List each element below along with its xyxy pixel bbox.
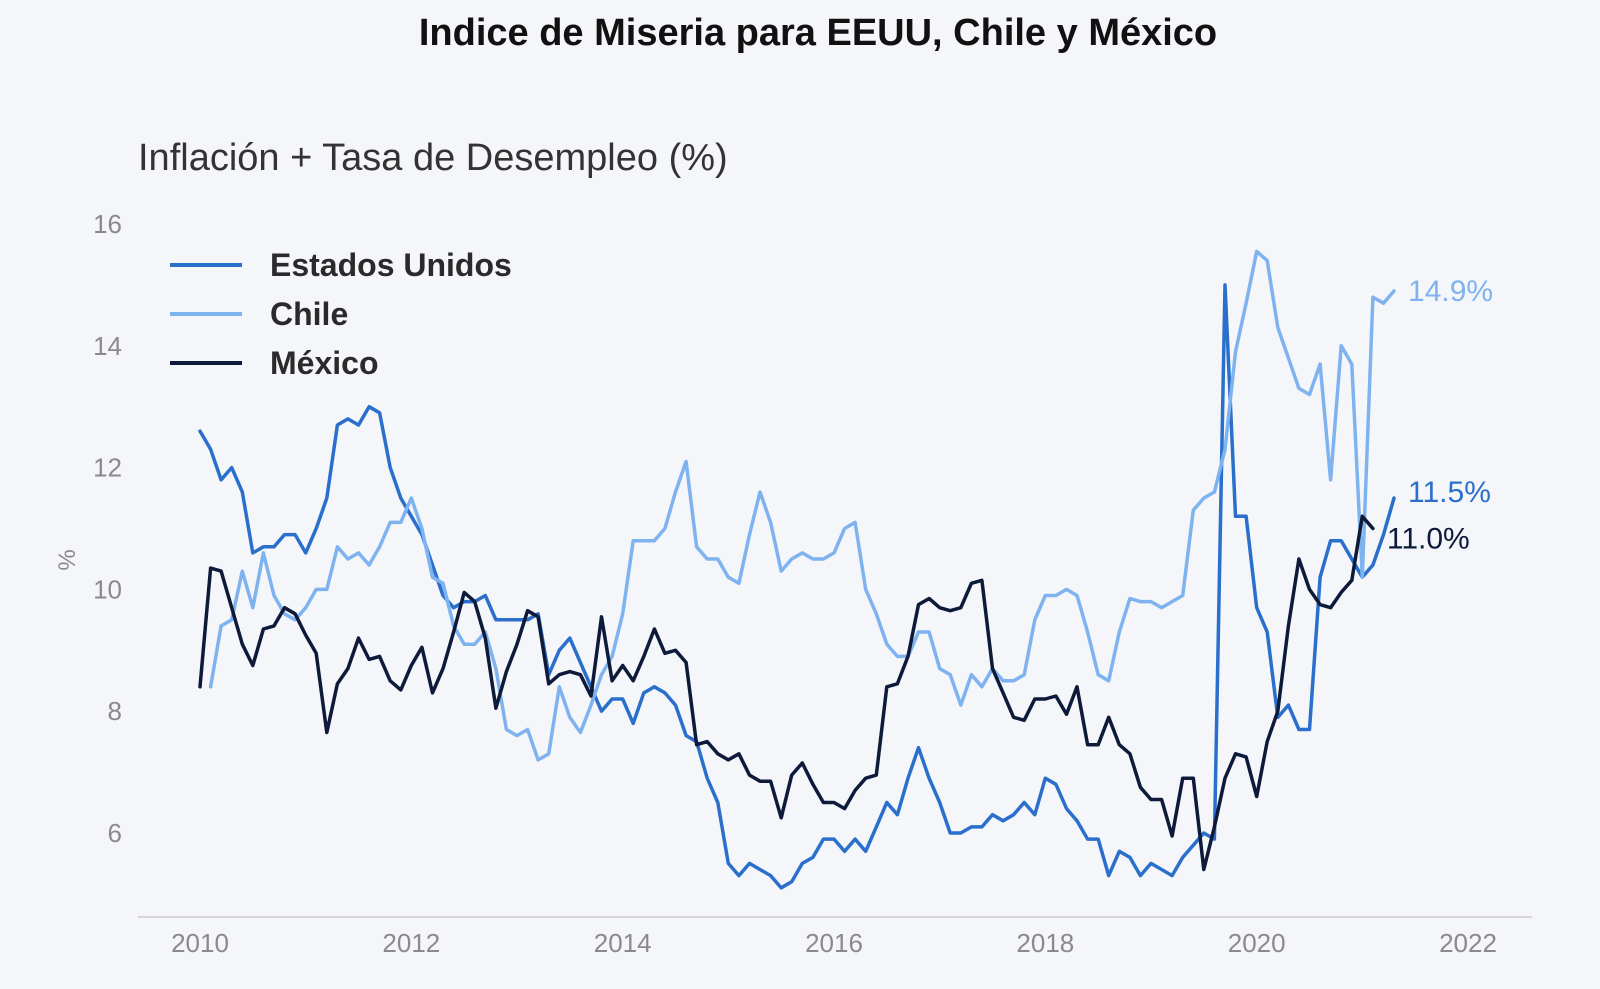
series-line-mexico [198,514,1375,872]
end-labels: 11.5% 14.9% 11.0% [1387,275,1493,556]
chart-subtitle: Inflación + Tasa de Desempleo (%) [138,137,728,179]
series-line-estados-unidos [198,283,1396,890]
y-tick-label: 16 [93,209,122,239]
end-label-estados-unidos: 11.5% [1408,476,1491,509]
x-tick-label: 2016 [805,928,863,958]
y-tick-labels: 6 8 10 12 14 16 [93,209,122,848]
x-tick-label: 2022 [1439,928,1497,958]
x-tick-label: 2012 [382,928,440,958]
x-tick-label: 2018 [1016,928,1074,958]
y-tick-label: 10 [93,574,122,604]
end-label-chile: 14.9% [1408,275,1493,308]
y-tick-label: 12 [93,453,122,483]
legend-label-estados-unidos: Estados Unidos [270,247,512,283]
x-tick-label: 2010 [171,928,229,958]
x-tick-labels: 2010 2012 2014 2016 2018 2020 2022 [171,928,1497,958]
x-tick-label: 2020 [1228,928,1286,958]
y-axis-label: % [54,549,81,570]
y-tick-label: 14 [93,331,122,361]
legend-label-mexico: México [270,345,378,381]
end-label-mexico: 11.0% [1387,523,1470,556]
legend-label-chile: Chile [270,296,348,332]
y-tick-label: 6 [108,818,122,848]
x-tick-label: 2014 [594,928,652,958]
y-tick-label: 8 [108,696,122,726]
legend: Estados Unidos Chile México [170,247,512,381]
series-lines [198,249,1396,890]
series-line-chile [208,249,1396,762]
chart-title: Indice de Miseria para EEUU, Chile y Méx… [419,12,1217,54]
